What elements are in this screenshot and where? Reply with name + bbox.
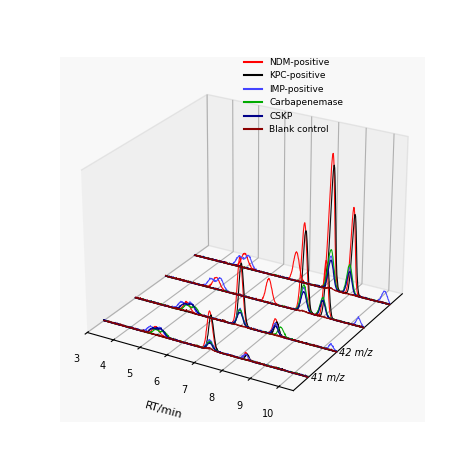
Legend: NDM-positive, KPC-positive, IMP-positive, Carbapenemase, CSKP, Blank control: NDM-positive, KPC-positive, IMP-positive… xyxy=(240,54,346,138)
X-axis label: RT/min: RT/min xyxy=(144,401,183,421)
